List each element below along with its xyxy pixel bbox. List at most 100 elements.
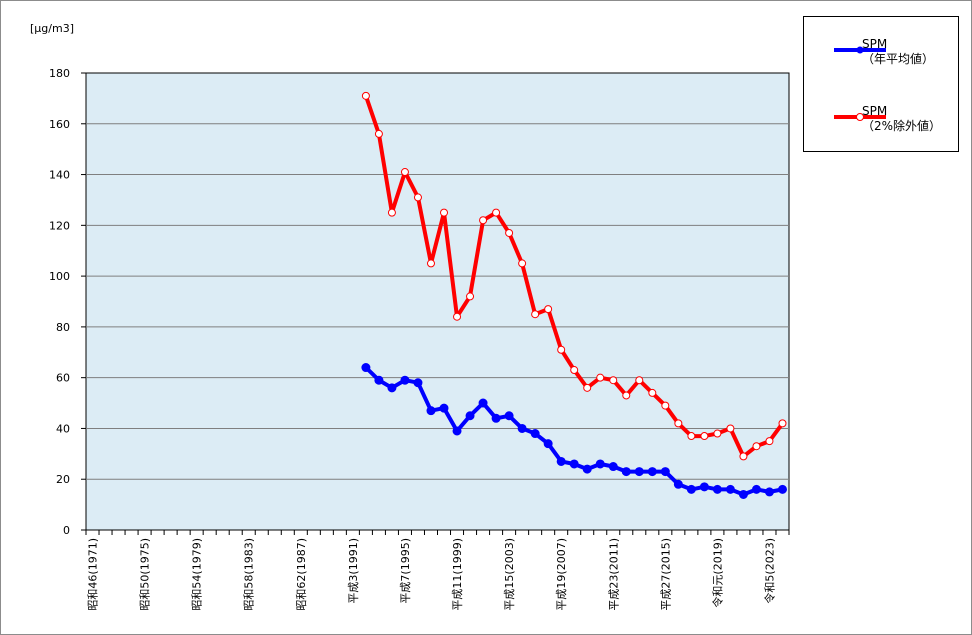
x-tick-label-2015: 平成27(2015) (659, 538, 672, 611)
data-point-0-2004 (517, 423, 527, 433)
data-point-0-2007 (556, 456, 566, 466)
data-point-1-2003 (505, 228, 514, 237)
x-tick-label-1979: 昭和54(1979) (191, 538, 204, 611)
data-point-0-1993 (374, 375, 384, 385)
x-tick-label-2011: 平成23(2011) (607, 538, 620, 611)
y-axis-unit-label: [μg/m3] (30, 22, 74, 35)
data-point-0-2008 (569, 459, 579, 469)
data-point-0-2023 (764, 487, 774, 497)
data-point-0-1995 (400, 375, 410, 385)
data-point-0-2020 (725, 484, 735, 494)
x-tick-label-1991: 平成3(1991) (347, 538, 360, 604)
y-tick-label-80: 80 (56, 321, 70, 334)
legend-label-annual-mean-line2: （年平均値） (862, 52, 935, 66)
y-tick-label-120: 120 (49, 219, 70, 232)
data-point-0-2003 (504, 411, 514, 421)
data-point-1-2015 (661, 401, 670, 410)
data-point-1-2004 (518, 259, 527, 268)
data-point-0-1999 (452, 426, 462, 436)
legend-item-2pct-excluded: SPM （2%除外値） (804, 104, 958, 144)
data-point-0-2015 (660, 467, 670, 477)
x-tick-label-1999: 平成11(1999) (451, 538, 464, 611)
data-point-1-2013 (635, 376, 644, 385)
legend-label-annual-mean-line1: SPM (862, 37, 888, 51)
x-tick-label-2003: 平成15(2003) (503, 538, 516, 611)
y-tick-label-60: 60 (56, 372, 70, 385)
x-tick-label-1971: 昭和46(1971) (87, 538, 100, 611)
data-point-0-2014 (647, 467, 657, 477)
y-axis: 0 20 40 60 80 100 120 140 160 180 (49, 67, 86, 537)
data-point-1-1992 (361, 91, 370, 100)
data-point-1-1995 (400, 168, 409, 177)
data-point-1-2014 (648, 388, 657, 397)
data-point-0-1996 (413, 378, 423, 388)
x-tick-label-1995: 平成7(1995) (399, 538, 412, 604)
data-point-0-1998 (439, 403, 449, 413)
data-point-1-2020 (726, 424, 735, 433)
legend-item-annual-mean: SPM （年平均値） (804, 37, 958, 77)
x-axis: 昭和46(1971) 昭和50(1975) 昭和54(1979) 昭和58(1983)… (85, 530, 790, 611)
data-point-1-1994 (387, 208, 396, 217)
data-point-1-2016 (674, 419, 683, 428)
legend-swatch-annual-mean (834, 46, 886, 54)
data-point-0-2017 (686, 484, 696, 494)
data-point-0-1994 (387, 383, 397, 393)
plot-area (85, 72, 790, 531)
series-0 (361, 363, 787, 499)
data-point-1-2002 (492, 208, 501, 217)
data-point-1-2005 (531, 310, 540, 319)
data-point-1-2006 (544, 305, 553, 314)
data-point-1-2000 (466, 292, 475, 301)
data-point-1-2021 (739, 452, 748, 461)
y-tick-label-140: 140 (49, 169, 70, 182)
data-point-0-2021 (738, 489, 748, 499)
data-point-1-2022 (752, 442, 761, 451)
legend-label-2pct-excluded-line1: SPM (862, 104, 888, 118)
x-tick-label-2023: 令和5(2023) (762, 538, 776, 604)
data-point-0-2016 (673, 479, 683, 489)
y-tick-label-100: 100 (49, 270, 70, 283)
data-point-1-2007 (557, 345, 566, 354)
data-point-1-2024 (778, 419, 787, 428)
y-tick-label-0: 0 (63, 524, 70, 537)
data-point-1-2001 (479, 216, 488, 225)
data-point-0-1997 (426, 406, 436, 416)
y-tick-label-180: 180 (49, 67, 70, 80)
data-point-0-2002 (491, 413, 501, 423)
data-point-0-2001 (478, 398, 488, 408)
data-point-1-2012 (622, 391, 631, 400)
data-point-0-2011 (608, 462, 618, 472)
legend-label-2pct-excluded-line2: （2%除外値） (862, 119, 942, 133)
data-point-1-1997 (426, 259, 435, 268)
data-point-1-1999 (453, 312, 462, 321)
data-point-0-2022 (751, 484, 761, 494)
data-point-1-2011 (609, 376, 618, 385)
series-1 (361, 91, 787, 461)
legend-swatch-2pct-excluded (834, 113, 886, 121)
x-tick-label-2019: 令和元(2019) (710, 538, 724, 608)
x-tick-label-2007: 平成19(2007) (555, 538, 568, 611)
y-tick-label-20: 20 (56, 473, 70, 486)
data-point-1-2008 (570, 366, 579, 375)
x-tick-label-1983: 昭和58(1983) (243, 538, 256, 611)
data-point-1-1993 (374, 129, 383, 138)
x-tick-label-1975: 昭和50(1975) (139, 538, 152, 611)
data-point-0-2013 (634, 467, 644, 477)
data-point-0-2012 (621, 467, 631, 477)
data-point-0-2024 (777, 484, 787, 494)
data-point-0-2005 (530, 429, 540, 439)
data-point-0-2010 (595, 459, 605, 469)
data-point-0-2019 (712, 484, 722, 494)
series-group (361, 91, 787, 499)
data-point-1-1998 (440, 208, 449, 217)
data-point-1-2019 (713, 429, 722, 438)
data-point-1-2018 (700, 432, 709, 441)
y-tick-label-40: 40 (56, 422, 70, 435)
data-point-1-2023 (765, 437, 774, 446)
y-tick-label-160: 160 (49, 118, 70, 131)
data-point-0-2000 (465, 411, 475, 421)
data-point-1-1996 (413, 193, 422, 202)
legend: SPM （年平均値） SPM （2%除外値） (803, 16, 959, 152)
data-point-1-2010 (596, 373, 605, 382)
